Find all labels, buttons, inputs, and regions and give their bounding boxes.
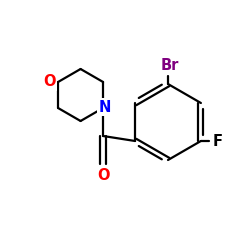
Text: F: F — [213, 134, 223, 148]
Text: Br: Br — [161, 58, 179, 74]
Text: N: N — [99, 100, 111, 114]
Text: O: O — [97, 168, 109, 182]
Text: O: O — [43, 74, 55, 90]
